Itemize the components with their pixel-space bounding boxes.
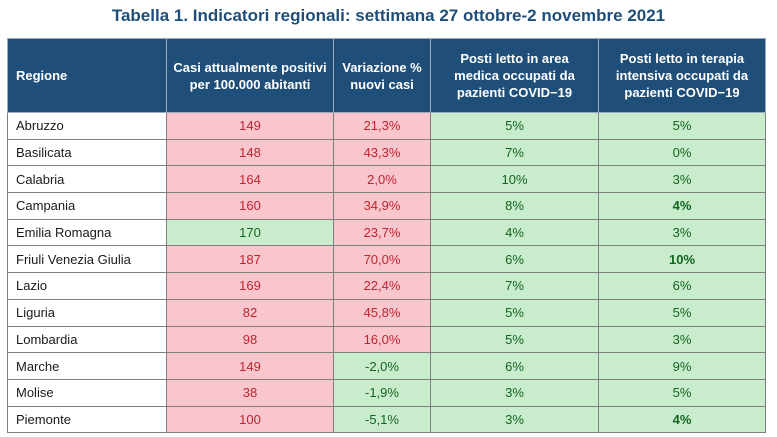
cell-terapia-intensiva: 5% [598, 298, 766, 327]
cell-casi: 160 [166, 192, 334, 220]
cell-variazione: 23,7% [333, 218, 431, 247]
cell-casi: 149 [166, 112, 334, 140]
cell-area-medica: 6% [430, 352, 599, 380]
column-header-variazione: Variazione % nuovi casi [333, 38, 431, 113]
cell-region: Liguria [7, 298, 167, 327]
cell-casi: 148 [166, 138, 334, 167]
cell-region: Calabria [7, 165, 167, 194]
header-row: Regione Casi attualmente positivi per 10… [7, 38, 766, 113]
column-header-casi: Casi attualmente positivi per 100.000 ab… [166, 38, 334, 113]
table-row: Friuli Venezia Giulia 187 70,0% 6% 10% [7, 245, 766, 274]
cell-area-medica: 5% [430, 112, 599, 140]
cell-terapia-intensiva: 4% [598, 192, 766, 220]
cell-variazione: -1,9% [333, 378, 431, 407]
table-body: Abruzzo 149 21,3% 5% 5% Basilicata 148 43,3% 7% 0… [7, 112, 766, 434]
cell-area-medica: 7% [430, 138, 599, 167]
cell-casi: 82 [166, 298, 334, 327]
table-header: Regione Casi attualmente positivi per 10… [7, 38, 766, 113]
cell-region: Lazio [7, 272, 167, 300]
table-row: Lombardia 98 16,0% 5% 3% [7, 325, 766, 354]
regional-indicators-table: Regione Casi attualmente positivi per 10… [7, 38, 766, 434]
cell-variazione: 22,4% [333, 272, 431, 300]
table-row: Liguria 82 45,8% 5% 5% [7, 298, 766, 327]
cell-area-medica: 5% [430, 325, 599, 354]
table-title: Tabella 1. Indicatori regionali: settima… [111, 6, 666, 25]
cell-variazione: 21,3% [333, 112, 431, 140]
cell-casi: 169 [166, 272, 334, 300]
cell-terapia-intensiva: 5% [598, 378, 766, 407]
cell-casi: 98 [166, 325, 334, 354]
cell-region: Molise [7, 378, 167, 407]
table-row: Basilicata 148 43,3% 7% 0% [7, 138, 766, 167]
cell-area-medica: 3% [430, 405, 599, 434]
cell-terapia-intensiva: 3% [598, 218, 766, 247]
cell-area-medica: 8% [430, 192, 599, 220]
cell-area-medica: 6% [430, 245, 599, 274]
cell-area-medica: 4% [430, 218, 599, 247]
cell-variazione: 45,8% [333, 298, 431, 327]
table-row: Campania 160 34,9% 8% 4% [7, 192, 766, 220]
cell-region: Emilia Romagna [7, 218, 167, 247]
cell-terapia-intensiva: 9% [598, 352, 766, 380]
cell-casi: 100 [166, 405, 334, 434]
table-row: Calabria 164 2,0% 10% 3% [7, 165, 766, 194]
table-row: Molise 38 -1,9% 3% 5% [7, 378, 766, 407]
table-row: Emilia Romagna 170 23,7% 4% 3% [7, 218, 766, 247]
cell-region: Marche [7, 352, 167, 380]
table-row: Marche 149 -2,0% 6% 9% [7, 352, 766, 380]
cell-casi: 149 [166, 352, 334, 380]
table-row: Piemonte 100 -5,1% 3% 4% [7, 405, 766, 434]
cell-region: Basilicata [7, 138, 167, 167]
cell-terapia-intensiva: 5% [598, 112, 766, 140]
cell-terapia-intensiva: 4% [598, 405, 766, 434]
cell-variazione: -2,0% [333, 352, 431, 380]
cell-variazione: 2,0% [333, 165, 431, 194]
cell-terapia-intensiva: 3% [598, 325, 766, 354]
cell-casi: 38 [166, 378, 334, 407]
cell-area-medica: 7% [430, 272, 599, 300]
cell-region: Abruzzo [7, 112, 167, 140]
cell-area-medica: 5% [430, 298, 599, 327]
cell-variazione: 16,0% [333, 325, 431, 354]
cell-terapia-intensiva: 0% [598, 138, 766, 167]
cell-region: Lombardia [7, 325, 167, 354]
cell-casi: 170 [166, 218, 334, 247]
cell-variazione: -5,1% [333, 405, 431, 434]
column-header-area-medica: Posti letto in area medica occupati da p… [430, 38, 599, 113]
cell-area-medica: 3% [430, 378, 599, 407]
column-header-regione: Regione [7, 38, 167, 113]
table-row: Lazio 169 22,4% 7% 6% [7, 272, 766, 300]
cell-variazione: 34,9% [333, 192, 431, 220]
table-row: Abruzzo 149 21,3% 5% 5% [7, 112, 766, 140]
cell-casi: 164 [166, 165, 334, 194]
cell-terapia-intensiva: 3% [598, 165, 766, 194]
cell-casi: 187 [166, 245, 334, 274]
cell-terapia-intensiva: 6% [598, 272, 766, 300]
cell-variazione: 70,0% [333, 245, 431, 274]
column-header-terapia-intensiva: Posti letto in terapia intensiva occupat… [598, 38, 766, 113]
cell-region: Friuli Venezia Giulia [7, 245, 167, 274]
cell-region: Piemonte [7, 405, 167, 434]
cell-variazione: 43,3% [333, 138, 431, 167]
cell-terapia-intensiva: 10% [598, 245, 766, 274]
cell-region: Campania [7, 192, 167, 220]
cell-area-medica: 10% [430, 165, 599, 194]
